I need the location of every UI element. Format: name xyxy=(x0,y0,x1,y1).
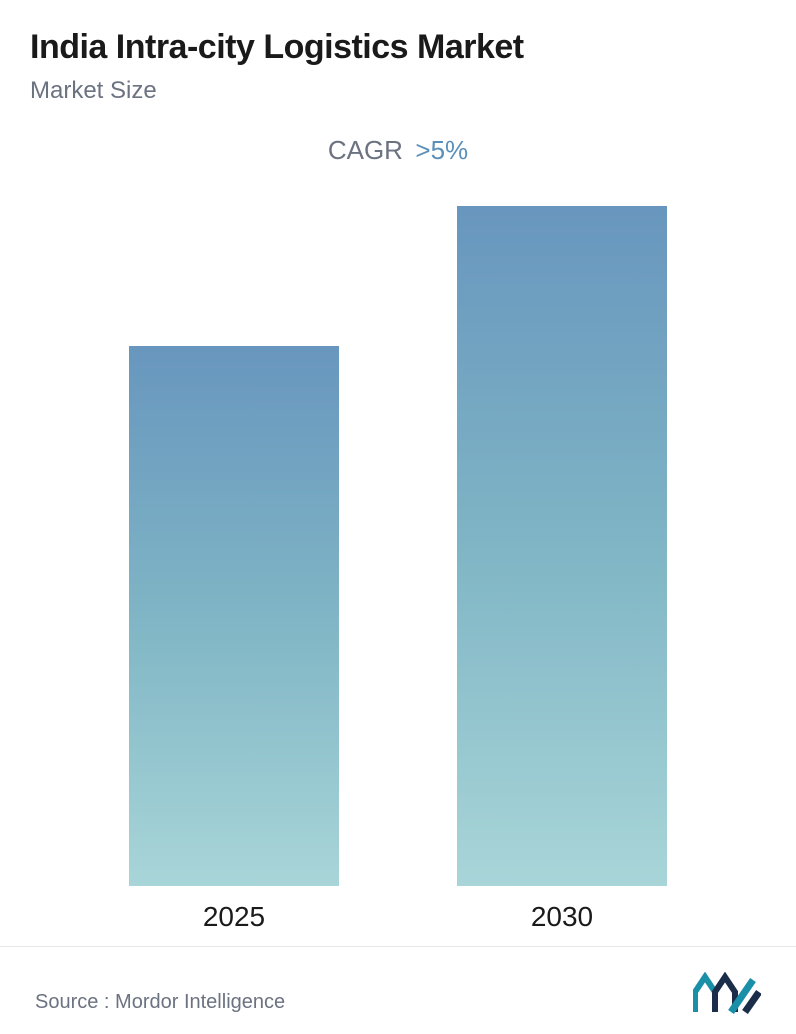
bar-wrapper-0: 2025 xyxy=(129,186,339,941)
chart-area: 2025 2030 xyxy=(30,186,766,941)
source-text: Source : Mordor Intelligence xyxy=(35,991,285,1014)
cagr-row: CAGR >5% xyxy=(30,135,766,166)
cagr-value: >5% xyxy=(415,135,468,165)
bar-wrapper-1: 2030 xyxy=(457,186,667,941)
chart-container: India Intra-city Logistics Market Market… xyxy=(0,0,796,1034)
cagr-label: CAGR xyxy=(328,135,403,165)
bottom-divider xyxy=(0,946,796,947)
bar-2030 xyxy=(457,206,667,886)
chart-subtitle: Market Size xyxy=(30,77,766,105)
x-label-2025: 2025 xyxy=(203,901,265,941)
brand-logo-icon xyxy=(693,972,761,1014)
x-label-2030: 2030 xyxy=(531,901,593,941)
bar-2025 xyxy=(129,346,339,886)
footer-row: Source : Mordor Intelligence xyxy=(30,972,766,1014)
chart-title: India Intra-city Logistics Market xyxy=(30,28,766,67)
